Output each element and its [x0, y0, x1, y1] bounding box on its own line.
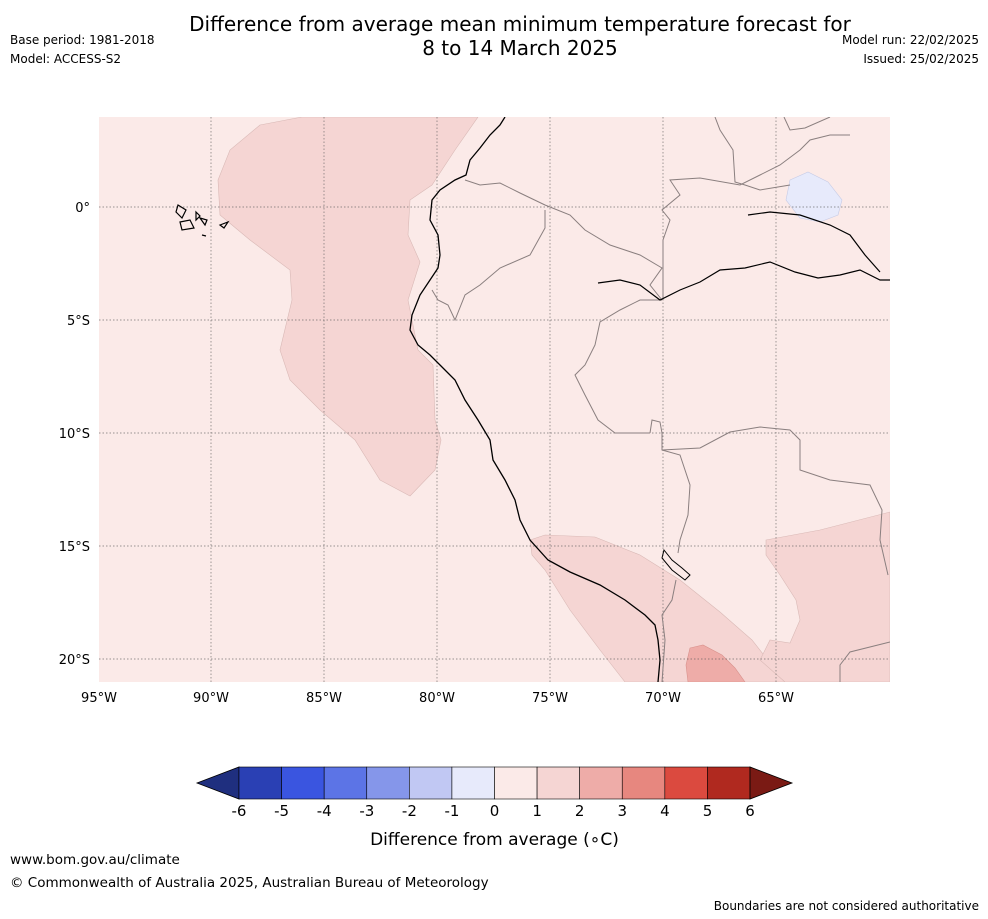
- title-line-1: Difference from average mean minimum tem…: [189, 12, 851, 36]
- base-period: Base period: 1981-2018: [10, 33, 155, 47]
- amazon-river: [597, 211, 890, 301]
- anomaly-contours: [217, 117, 890, 682]
- bom-url: www.bom.gov.au/climate: [10, 852, 180, 868]
- colorbar-swatches: [195, 766, 794, 800]
- lat-label: 0°: [75, 201, 90, 216]
- lat-label: 20°S: [59, 653, 90, 668]
- country-borders: [431, 117, 890, 682]
- lon-label: 95°W: [81, 691, 117, 706]
- colorbar-swatch: [536, 766, 580, 800]
- colorbar-tick: 4: [660, 802, 670, 820]
- colorbar-tick: 1: [532, 802, 542, 820]
- copyright-notice: © Commonwealth of Australia 2025, Austra…: [10, 875, 489, 891]
- colorbar-tick: 2: [575, 802, 585, 820]
- lake-titicaca: [661, 548, 691, 581]
- colorbar-swatch: [579, 766, 623, 800]
- colorbar-tick: -4: [317, 802, 332, 820]
- colorbar-swatch: [281, 766, 325, 800]
- colorbar-min-extension: [195, 766, 240, 800]
- colorbar-tick: 5: [703, 802, 713, 820]
- galapagos-islands: [175, 204, 230, 237]
- lon-label: 90°W: [193, 691, 229, 706]
- boundaries-disclaimer: Boundaries are not considered authoritat…: [713, 899, 979, 913]
- coastline: [409, 117, 661, 682]
- title-line-2: 8 to 14 March 2025: [422, 36, 618, 60]
- boundaries: [175, 117, 890, 682]
- colorbar-tick: -5: [274, 802, 289, 820]
- colorbar-swatch: [238, 766, 282, 800]
- gridlines: [99, 117, 890, 682]
- ocean-1to2-region: [217, 117, 479, 497]
- lon-label: 65°W: [758, 691, 794, 706]
- colorbar-swatch: [323, 766, 368, 800]
- colorbar-tick: 0: [490, 802, 500, 820]
- issued-date: Issued: 25/02/2025: [863, 52, 979, 66]
- colorbar-tick: -3: [359, 802, 374, 820]
- map-background: [99, 117, 890, 682]
- colorbar-tick: -1: [445, 802, 460, 820]
- lat-label: 15°S: [59, 540, 90, 555]
- andes-2to3-region: [685, 644, 746, 682]
- lon-label: 75°W: [532, 691, 568, 706]
- lon-label: 70°W: [645, 691, 681, 706]
- bolivia-1to2-region: [759, 511, 890, 682]
- colorbar-tick: -2: [402, 802, 417, 820]
- amazon-minus1to0-region: [785, 171, 843, 223]
- colorbar-max-extension: [749, 766, 794, 800]
- colorbar-swatch: [451, 766, 495, 800]
- lat-label: 5°S: [67, 314, 90, 329]
- colorbar-swatch: [366, 766, 410, 800]
- colorbar-tick: 6: [745, 802, 755, 820]
- lon-label: 80°W: [419, 691, 455, 706]
- colorbar-swatch: [621, 766, 666, 800]
- colorbar: -6 -5 -4 -3 -2 -1 0 1 2 3 4 5 6 Differen…: [195, 766, 794, 850]
- colorbar-tick: -6: [232, 802, 247, 820]
- latitude-labels: 0° 5°S 10°S 15°S 20°S: [59, 201, 90, 668]
- model-name: Model: ACCESS-S2: [10, 52, 122, 66]
- colorbar-swatch: [664, 766, 708, 800]
- colorbar-ticks: -6 -5 -4 -3 -2 -1 0 1 2 3 4 5 6: [232, 802, 755, 820]
- longitude-labels: 95°W 90°W 85°W 80°W 75°W 70°W 65°W: [81, 691, 794, 706]
- colorbar-swatch: [409, 766, 453, 800]
- colorbar-label: Difference from average (∘C): [370, 830, 619, 850]
- model-run: Model run: 22/02/2025: [841, 33, 979, 47]
- map-title: Difference from average mean minimum tem…: [0, 12, 988, 60]
- lon-label: 85°W: [306, 691, 342, 706]
- lat-label: 10°S: [59, 427, 90, 442]
- colorbar-tick: 3: [618, 802, 628, 820]
- colorbar-swatch: [707, 766, 751, 800]
- colorbar-swatch: [494, 766, 538, 800]
